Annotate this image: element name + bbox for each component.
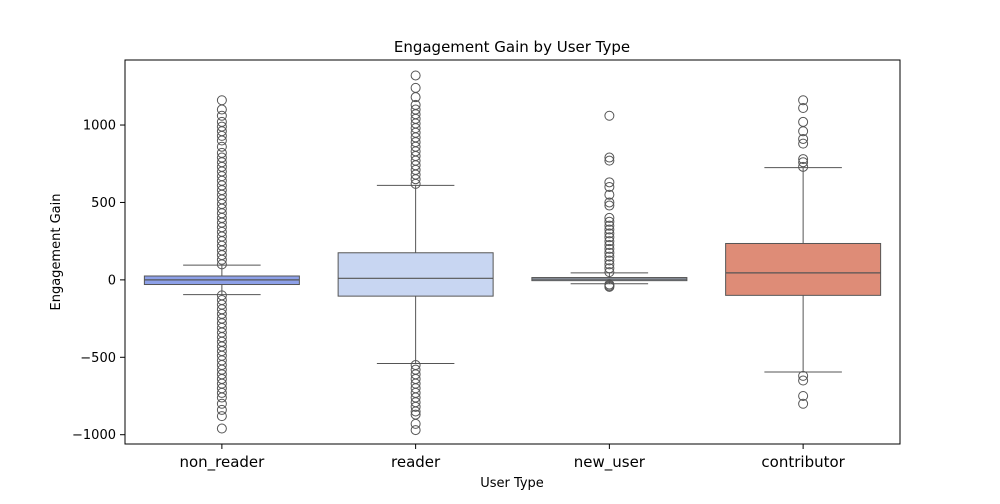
- outlier-point: [604, 155, 615, 166]
- outlier-point: [604, 243, 615, 254]
- outlier-point: [410, 418, 421, 429]
- outlier-point: [798, 154, 809, 165]
- outlier-point: [798, 370, 809, 381]
- outlier-point: [604, 228, 615, 239]
- outlier-point: [604, 216, 615, 227]
- outlier-point: [216, 110, 227, 121]
- box-group-non_reader: [143, 95, 300, 434]
- outlier-point: [216, 411, 227, 422]
- outlier-point: [604, 281, 615, 292]
- y-axis-label: Engagement Gain: [49, 194, 64, 311]
- y-tick-label: 500: [91, 196, 116, 211]
- outlier-point: [604, 263, 615, 274]
- outlier-point: [410, 70, 421, 81]
- outlier-point: [410, 82, 421, 93]
- plot-frame: [124, 59, 901, 445]
- outlier-point: [604, 212, 615, 223]
- outlier-point: [604, 259, 615, 270]
- box-contributor: [725, 242, 882, 296]
- y-tick-label: −1000: [72, 428, 116, 443]
- outlier-point: [604, 200, 615, 211]
- outlier-point: [216, 404, 227, 415]
- outlier-point: [604, 224, 615, 235]
- outlier-point: [798, 391, 809, 401]
- box-group-contributor: [725, 95, 882, 409]
- outlier-point: [410, 425, 421, 436]
- outlier-point: [604, 247, 615, 258]
- outlier-point: [216, 104, 227, 115]
- outlier-point: [798, 375, 809, 386]
- x-tick-label: non_reader: [179, 453, 265, 472]
- x-axis-label: User Type: [480, 476, 544, 491]
- outlier-point: [604, 232, 615, 243]
- outlier-point: [798, 95, 809, 106]
- outlier-point: [604, 267, 615, 278]
- outlier-point: [604, 110, 615, 121]
- outlier-point: [604, 197, 615, 208]
- box-group-new_user: [531, 110, 688, 292]
- outlier-point: [798, 161, 809, 172]
- outlier-point: [216, 387, 227, 398]
- plot-area: [143, 70, 882, 436]
- outlier-point: [216, 398, 227, 409]
- outlier-point: [798, 133, 809, 144]
- outlier-point: [604, 236, 615, 247]
- chart-title: Engagement Gain by User Type: [394, 38, 630, 56]
- outlier-point: [604, 255, 615, 266]
- y-tick-label: 0: [108, 273, 116, 288]
- outlier-point: [216, 147, 227, 158]
- outlier-point: [216, 116, 227, 127]
- outlier-point: [798, 157, 809, 168]
- outlier-point: [604, 240, 615, 251]
- outlier-point: [604, 181, 615, 192]
- outlier-point: [798, 103, 809, 113]
- outlier-point: [216, 152, 227, 163]
- outlier-point: [216, 423, 227, 434]
- y-tick-label: −500: [80, 351, 116, 366]
- outlier-point: [216, 121, 227, 132]
- outlier-point: [798, 138, 809, 149]
- x-tick-label: contributor: [761, 453, 845, 471]
- outlier-point: [604, 189, 615, 200]
- outlier-point: [604, 152, 615, 163]
- x-tick-label: new_user: [574, 453, 646, 472]
- outlier-point: [798, 398, 809, 409]
- outlier-point: [798, 116, 809, 127]
- y-tick-label: 1000: [83, 119, 116, 134]
- box-reader: [337, 252, 494, 297]
- outlier-point: [604, 220, 615, 231]
- outlier-point: [216, 392, 227, 403]
- outlier-point: [604, 251, 615, 262]
- outlier-point: [604, 177, 615, 188]
- outlier-point: [216, 95, 227, 106]
- x-tick-label: reader: [391, 453, 441, 471]
- outlier-point: [410, 104, 421, 115]
- outlier-point: [410, 99, 421, 110]
- axes: non_reader reader new_user contributor −1000…: [72, 119, 846, 472]
- outlier-point: [410, 401, 421, 412]
- outlier-point: [410, 406, 421, 417]
- outlier-point: [216, 141, 227, 152]
- box-group-reader: [337, 70, 494, 436]
